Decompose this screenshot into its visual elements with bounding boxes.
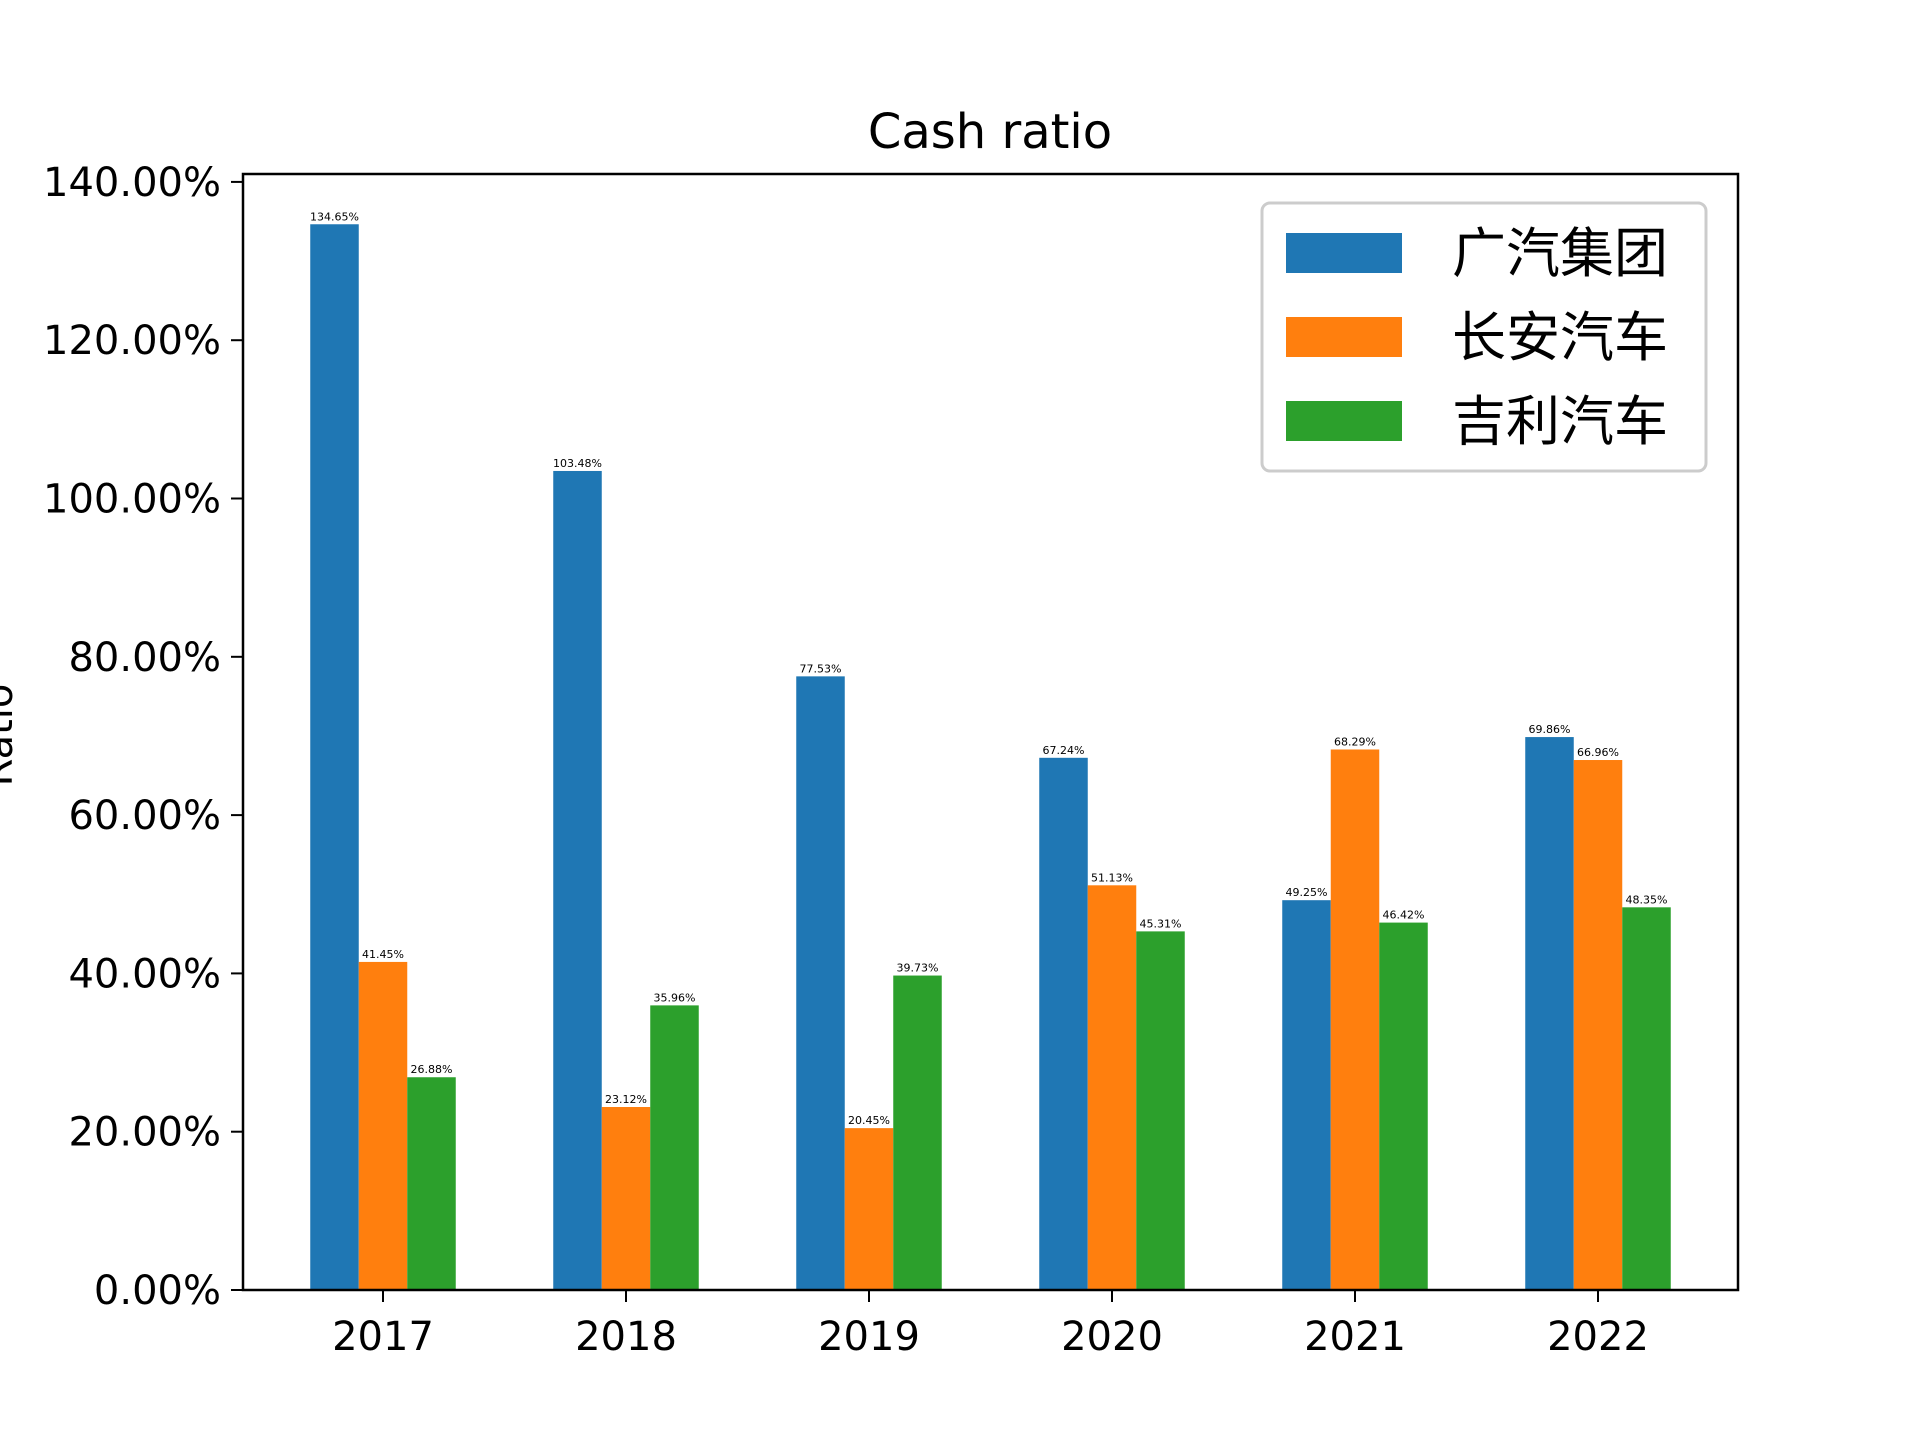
bar-label-2017-series-1: 134.65% [310, 210, 359, 223]
bar-2021-series-1 [1282, 900, 1331, 1290]
bar-2018-series-2 [601, 1107, 651, 1290]
x-tick-label: 2021 [1304, 1314, 1406, 1360]
legend-label-3: 吉利汽车 [1452, 390, 1668, 453]
x-tick-label: 2019 [818, 1314, 920, 1360]
bar-2022-series-1 [1525, 737, 1574, 1290]
y-tick-label: 100.00% [43, 477, 221, 523]
bar-label-2022-series-2: 66.96% [1577, 746, 1619, 759]
y-tick-label: 120.00% [43, 318, 221, 364]
bar-2020-series-1 [1039, 757, 1088, 1290]
legend-label-1: 广汽集团 [1452, 222, 1668, 285]
bar-2022-series-3 [1622, 907, 1671, 1290]
bar-label-2019-series-1: 77.53% [800, 662, 842, 675]
bar-label-2017-series-2: 41.45% [362, 948, 404, 961]
y-axis: 0.00% 20.00% 40.00% 60.00% 80.00% 100.00% 120.… [43, 160, 243, 1314]
y-tick-label: 140.00% [43, 160, 221, 206]
bar-label-2020-series-1: 67.24% [1043, 744, 1085, 757]
bar-label-2018-series-3: 35.96% [654, 991, 696, 1004]
x-tick-label: 2022 [1547, 1314, 1649, 1360]
bar-label-2021-series-1: 49.25% [1286, 886, 1328, 899]
bar-2018-series-1 [553, 470, 602, 1290]
y-axis-label: Ratio [0, 684, 22, 787]
bar-2022-series-2 [1573, 760, 1623, 1290]
bar-label-2019-series-2: 20.45% [848, 1114, 890, 1127]
bar-label-2022-series-3: 48.35% [1626, 893, 1668, 906]
bar-2021-series-3 [1379, 922, 1428, 1290]
legend-swatch-1 [1286, 233, 1402, 273]
bar-label-2021-series-3: 46.42% [1383, 909, 1425, 922]
bar-2017-series-2 [358, 961, 408, 1290]
bar-label-2017-series-3: 26.88% [411, 1063, 453, 1076]
bar-2019-series-3 [893, 975, 942, 1290]
y-tick-label: 20.00% [68, 1110, 221, 1156]
legend-swatch-2 [1286, 317, 1402, 357]
bar-label-2021-series-2: 68.29% [1334, 735, 1376, 748]
y-tick-label: 0.00% [94, 1268, 221, 1314]
bar-2020-series-2 [1087, 885, 1137, 1290]
legend-label-2: 长安汽车 [1452, 306, 1668, 369]
bar-2017-series-3 [407, 1077, 456, 1290]
bar-label-2020-series-3: 45.31% [1140, 917, 1182, 930]
legend-swatch-3 [1286, 401, 1402, 441]
x-tick-label: 2020 [1061, 1314, 1163, 1360]
bar-2020-series-3 [1136, 931, 1185, 1290]
bar-2017-series-1 [310, 224, 359, 1291]
bar-label-2022-series-1: 69.86% [1529, 723, 1571, 736]
bar-2019-series-2 [844, 1128, 894, 1290]
y-tick-label: 80.00% [68, 635, 221, 681]
bar-label-2020-series-2: 51.13% [1091, 871, 1133, 884]
bar-label-2018-series-2: 23.12% [605, 1093, 647, 1106]
x-tick-label: 2017 [332, 1314, 434, 1360]
bar-label-2018-series-1: 103.48% [553, 457, 602, 470]
x-axis: 2017 2018 2019 2020 2021 2022 [332, 1290, 1649, 1360]
y-tick-label: 40.00% [68, 951, 221, 997]
bar-2018-series-3 [650, 1005, 699, 1290]
bar-2019-series-1 [796, 676, 845, 1290]
chart-title: Cash ratio [868, 104, 1112, 160]
x-tick-label: 2018 [575, 1314, 677, 1360]
bars-layer [310, 224, 1671, 1291]
bar-label-2019-series-3: 39.73% [897, 962, 939, 975]
bar-labels-layer: 134.65% 103.48% 77.53% 67.24% 49.25% 69.86% 41… [310, 210, 1667, 1127]
bar-2021-series-2 [1330, 749, 1380, 1290]
y-tick-label: 60.00% [68, 793, 221, 839]
plot-frame [241, 172, 1740, 1292]
